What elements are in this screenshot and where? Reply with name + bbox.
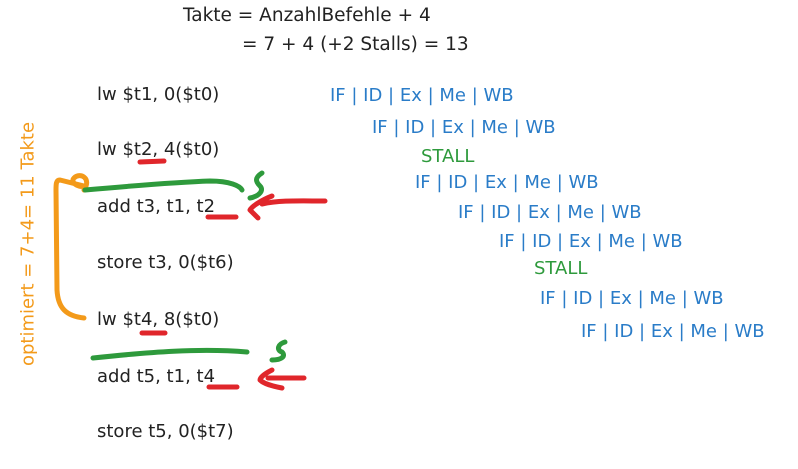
green-line-1 [82,178,245,193]
pipeline-row-4: IF | ID | Ex | Me | WB [458,202,642,223]
pipeline-row-7: IF | ID | Ex | Me | WB [581,321,765,342]
pipeline-row-3: IF | ID | Ex | Me | WB [415,172,599,193]
red-arrow-2 [257,367,307,391]
formula-line-2: = 7 + 4 (+2 Stalls) = 13 [242,34,469,55]
pipeline-row-5: IF | ID | Ex | Me | WB [499,231,683,252]
instruction-6: add t5, t1, t4 [97,366,216,387]
instruction-5: lw $t4, 8($t0) [97,309,220,330]
instruction-4: store t3, 0($t6) [97,252,234,273]
instruction-2: lw $t2, 4($t0) [97,139,220,160]
instruction-3: add t3, t1, t2 [97,196,216,217]
orange-bracket [53,173,90,321]
formula-line-1: Takte = AnzahlBefehle + 4 [183,5,431,26]
instruction-1: lw $t1, 0($t0) [97,84,220,105]
red-arrow-1 [247,193,328,221]
stall-1: STALL [421,146,475,167]
green-squiggle-1 [247,170,265,201]
pipeline-row-6: IF | ID | Ex | Me | WB [540,288,724,309]
pipeline-row-1: IF | ID | Ex | Me | WB [330,85,514,106]
stall-2: STALL [534,258,588,279]
pipeline-row-2: IF | ID | Ex | Me | WB [372,117,556,138]
green-line-2 [90,347,250,361]
red-underline-t2-1 [137,158,167,165]
instruction-7: store t5, 0($t7) [97,421,234,442]
green-squiggle-2 [269,339,288,363]
